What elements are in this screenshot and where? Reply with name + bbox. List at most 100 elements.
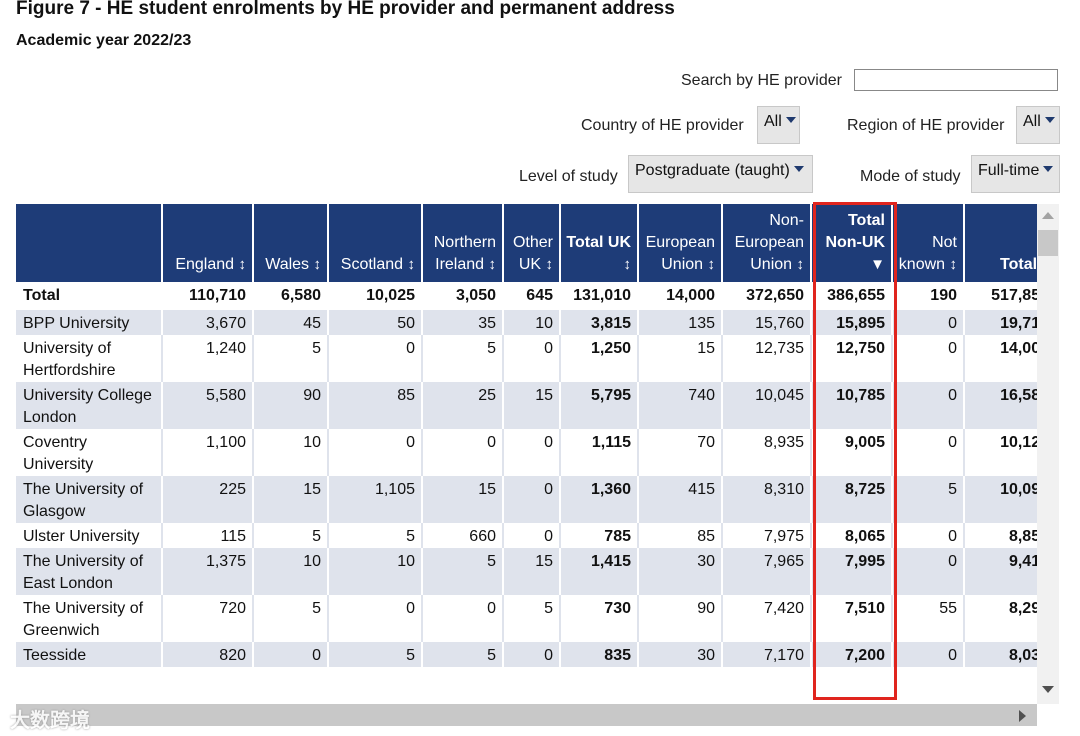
table-cell: 9,410: [964, 548, 1037, 595]
table-cell: 15,760: [722, 310, 812, 335]
table-cell: 415: [638, 476, 723, 523]
table-cell: 0: [503, 476, 561, 523]
table-cell: 0: [422, 429, 504, 476]
column-header[interactable]: Northern Ireland ↕: [422, 204, 504, 282]
table-cell: 1,100: [162, 429, 254, 476]
table-cell: 0: [328, 595, 423, 642]
chevron-down-icon: [793, 166, 804, 172]
table-cell: 785: [560, 523, 639, 548]
region-select[interactable]: All: [1016, 106, 1060, 144]
table-cell: 5,795: [560, 382, 639, 429]
table-cell: 5: [328, 523, 423, 548]
level-select[interactable]: Postgraduate (taught): [628, 155, 813, 193]
column-header-label: Northern Ireland: [433, 234, 496, 273]
table-cell: 14,000: [638, 282, 723, 310]
table-cell: 15: [503, 382, 561, 429]
table-cell: 10,120: [964, 429, 1037, 476]
table-cell: 0: [892, 382, 965, 429]
table-cell: 30: [638, 642, 723, 667]
provider-name-cell: The University of East London: [16, 548, 163, 595]
table-cell: 8,035: [964, 642, 1037, 667]
mode-select[interactable]: Full-time: [971, 155, 1060, 193]
column-header[interactable]: England ↕: [162, 204, 254, 282]
column-header[interactable]: Total UK ↕: [560, 204, 639, 282]
column-header[interactable]: Not known ↕: [892, 204, 965, 282]
sort-icon[interactable]: ↕: [707, 256, 716, 273]
scroll-up-icon[interactable]: [1042, 212, 1054, 219]
column-header[interactable]: Total Non-UK ▼: [811, 204, 893, 282]
table-header: England ↕ Wales ↕ Scotland ↕ Northern Irela…: [16, 204, 1037, 282]
sort-icon[interactable]: ↕: [313, 256, 322, 273]
table-cell: 15,895: [811, 310, 893, 335]
table-cell: 0: [422, 595, 504, 642]
provider-name-cell: Ulster University: [16, 523, 163, 548]
table-cell: 0: [253, 642, 329, 667]
sort-icon[interactable]: ↕: [949, 256, 958, 273]
table-cell: 5: [328, 642, 423, 667]
column-header[interactable]: Wales ↕: [253, 204, 329, 282]
table-cell: 15: [503, 548, 561, 595]
column-header-provider: [16, 204, 163, 282]
provider-name-cell: BPP University: [16, 310, 163, 335]
table-cell: 10: [503, 310, 561, 335]
table-cell: 19,710: [964, 310, 1037, 335]
column-header-label: Other UK: [512, 234, 553, 273]
sort-icon[interactable]: ↕: [623, 256, 632, 273]
sort-icon[interactable]: ↕: [407, 256, 416, 273]
chevron-down-icon: [1044, 117, 1055, 123]
table-cell: 5: [422, 335, 504, 382]
vertical-scrollbar[interactable]: [1037, 204, 1059, 704]
region-label: Region of HE provider: [847, 117, 1005, 134]
table-cell: 0: [328, 429, 423, 476]
country-label: Country of HE provider: [581, 117, 744, 134]
scroll-right-icon[interactable]: [1019, 710, 1026, 722]
table-cell: 9,005: [811, 429, 893, 476]
table-cell: 1,360: [560, 476, 639, 523]
search-input[interactable]: [854, 69, 1058, 91]
sort-descending-icon[interactable]: ▼: [870, 256, 885, 273]
sort-icon[interactable]: ↕: [796, 256, 805, 273]
sort-icon[interactable]: ↕: [545, 256, 554, 273]
sort-icon[interactable]: ↕: [238, 256, 247, 273]
column-header[interactable]: European Union ↕: [638, 204, 723, 282]
table-cell: 190: [892, 282, 965, 310]
table-cell: 5: [422, 548, 504, 595]
vertical-scroll-thumb[interactable]: [1038, 230, 1058, 256]
horizontal-scrollbar[interactable]: [16, 704, 1037, 726]
table-row: Coventry University 1,100 10 0 0 0 1,115 70 8,93…: [16, 429, 1037, 476]
watermark: 大数跨境: [10, 710, 90, 732]
table-cell: 10: [253, 429, 329, 476]
provider-name-cell: Total: [16, 282, 163, 310]
chevron-down-icon: [785, 117, 796, 123]
search-label: Search by HE provider: [681, 72, 842, 89]
country-select[interactable]: All: [757, 106, 800, 144]
table-cell: 386,655: [811, 282, 893, 310]
table-cell: 7,170: [722, 642, 812, 667]
column-header-label: Scotland: [340, 256, 404, 273]
table-cell: 25: [422, 382, 504, 429]
page-title: Figure 7 - HE student enrolments by HE p…: [16, 0, 675, 19]
table-cell: 10,095: [964, 476, 1037, 523]
table-cell: 720: [162, 595, 254, 642]
column-header[interactable]: Scotland ↕: [328, 204, 423, 282]
column-header-label: Total: [1000, 256, 1037, 273]
column-header[interactable]: Total ↕: [964, 204, 1037, 282]
column-header[interactable]: Non-European Union ↕: [722, 204, 812, 282]
table-cell: 85: [328, 382, 423, 429]
column-header-label: Total Non-UK: [825, 212, 885, 251]
column-header[interactable]: Other UK ↕: [503, 204, 561, 282]
table-cell: 8,295: [964, 595, 1037, 642]
table-cell: 645: [503, 282, 561, 310]
table-cell: 7,995: [811, 548, 893, 595]
table-cell: 0: [892, 642, 965, 667]
table-cell: 7,420: [722, 595, 812, 642]
table-cell: 8,725: [811, 476, 893, 523]
scroll-down-icon[interactable]: [1042, 686, 1054, 693]
table-cell: 45: [253, 310, 329, 335]
sort-icon[interactable]: ↕: [488, 256, 497, 273]
table-cell: 90: [638, 595, 723, 642]
table-cell: 7,975: [722, 523, 812, 548]
level-select-value: Postgraduate (taught): [635, 162, 790, 179]
table-cell: 517,855: [964, 282, 1037, 310]
